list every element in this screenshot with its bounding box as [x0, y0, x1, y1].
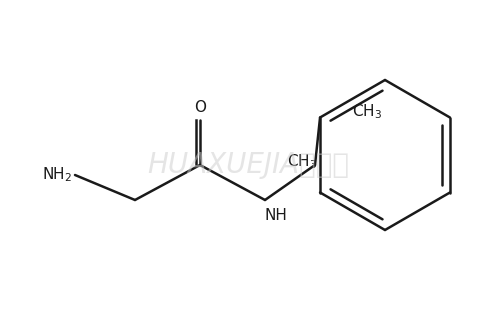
Text: NH: NH [265, 208, 288, 223]
Text: CH$_3$: CH$_3$ [352, 102, 382, 121]
Text: NH$_2$: NH$_2$ [42, 166, 72, 184]
Text: CH$_3$: CH$_3$ [287, 152, 317, 171]
Text: HUAXUEJIA化学加: HUAXUEJIA化学加 [147, 151, 349, 179]
Text: O: O [194, 100, 206, 115]
